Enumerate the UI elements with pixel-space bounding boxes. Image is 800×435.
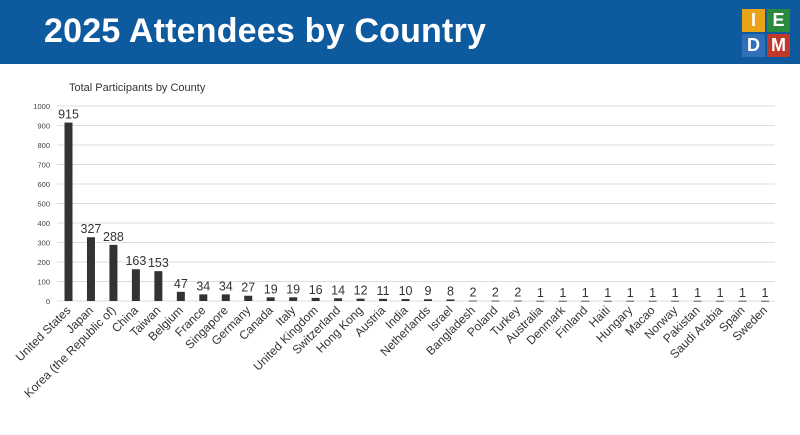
data-label: 2 xyxy=(492,286,499,300)
data-label: 2 xyxy=(514,286,521,300)
bar xyxy=(446,299,455,301)
data-label: 1 xyxy=(537,286,544,300)
bar xyxy=(379,298,388,301)
y-tick-label: 600 xyxy=(37,180,50,189)
bar xyxy=(738,300,747,302)
bar xyxy=(468,300,477,302)
data-label: 1 xyxy=(582,286,589,300)
bar xyxy=(334,298,343,301)
y-tick-label: 400 xyxy=(37,219,50,228)
data-label: 915 xyxy=(58,108,79,122)
data-label: 1 xyxy=(604,286,611,300)
bar xyxy=(671,300,680,302)
data-label: 10 xyxy=(399,284,413,298)
bar xyxy=(86,237,95,301)
bar xyxy=(693,300,702,302)
bar xyxy=(199,294,208,301)
logo-letter-i: I xyxy=(742,9,765,32)
iedm-logo: I E D M xyxy=(742,9,790,57)
y-tick-label: 100 xyxy=(37,278,50,287)
bar xyxy=(244,295,253,301)
bar xyxy=(581,300,590,302)
y-tick-label: 200 xyxy=(37,258,50,267)
data-label: 9 xyxy=(425,284,432,298)
bar xyxy=(311,297,320,301)
data-label: 1 xyxy=(559,286,566,300)
data-label: 327 xyxy=(81,222,102,236)
data-label: 19 xyxy=(264,282,278,296)
data-label: 1 xyxy=(672,286,679,300)
x-tick-label: Korea (the Republic of) xyxy=(21,303,118,400)
bar xyxy=(266,297,275,301)
bar xyxy=(761,300,769,302)
data-label: 1 xyxy=(694,286,701,300)
y-tick-label: 0 xyxy=(46,297,50,306)
data-label: 163 xyxy=(125,254,146,268)
data-label: 16 xyxy=(309,283,323,297)
bar xyxy=(64,122,73,301)
bar xyxy=(603,300,612,302)
slide-header: 2025 Attendees by Country I E D M xyxy=(0,0,800,64)
bar xyxy=(558,300,567,302)
data-label: 34 xyxy=(219,279,233,293)
data-label: 288 xyxy=(103,230,124,244)
bar xyxy=(176,291,185,301)
logo-letter-e: E xyxy=(767,9,790,32)
bar xyxy=(401,299,410,301)
data-label: 1 xyxy=(717,286,724,300)
data-label: 153 xyxy=(148,256,169,270)
bar xyxy=(536,300,545,302)
chart-area: Total Participants by County 0 100 200 300 40… xyxy=(0,64,800,430)
bar-chart: Total Participants by County 0 100 200 300 40… xyxy=(13,82,775,400)
chart-title: Total Participants by County xyxy=(69,82,206,94)
data-label: 14 xyxy=(331,283,345,297)
bar xyxy=(423,299,432,301)
bar xyxy=(648,300,657,302)
bar xyxy=(289,297,298,301)
logo-letter-d: D xyxy=(742,34,765,57)
data-label: 27 xyxy=(241,281,255,295)
data-label: 8 xyxy=(447,284,454,298)
y-tick-label: 500 xyxy=(37,200,50,209)
y-tick-label: 300 xyxy=(37,239,50,248)
data-label: 1 xyxy=(739,286,746,300)
bar xyxy=(491,300,500,302)
data-label: 19 xyxy=(286,282,300,296)
data-label: 12 xyxy=(354,284,368,298)
bar xyxy=(131,269,140,301)
y-tick-label: 1000 xyxy=(33,102,50,111)
bar xyxy=(109,244,118,301)
logo-letter-m: M xyxy=(767,34,790,57)
bar xyxy=(513,300,522,302)
data-label: 34 xyxy=(196,279,210,293)
bar xyxy=(154,271,163,301)
bar xyxy=(626,300,635,302)
data-label: 2 xyxy=(469,286,476,300)
data-label: 1 xyxy=(649,286,656,300)
y-tick-label: 700 xyxy=(37,161,50,170)
data-label: 47 xyxy=(174,277,188,291)
data-label: 1 xyxy=(762,286,769,300)
y-tick-label: 800 xyxy=(37,141,50,150)
slide-title: 2025 Attendees by Country xyxy=(44,12,487,50)
y-tick-label: 900 xyxy=(37,122,50,131)
bar xyxy=(716,300,725,302)
data-label: 1 xyxy=(627,286,634,300)
bar xyxy=(221,294,230,301)
data-label: 11 xyxy=(377,284,390,298)
bar xyxy=(356,298,365,301)
